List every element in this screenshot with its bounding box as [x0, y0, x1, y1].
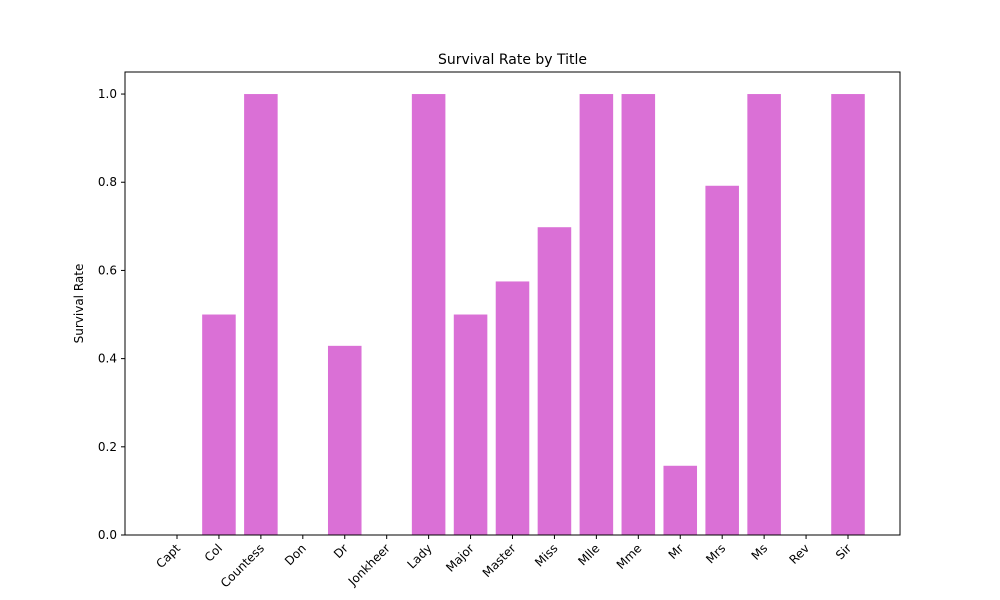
y-axis-ticks: 0.0 0.2 0.4 0.6 0.8 1.0 [98, 87, 125, 542]
bar-master [495, 281, 530, 535]
bar-countess [244, 94, 278, 536]
bar-mr [663, 465, 698, 535]
y-tick-label: 0.6 [98, 263, 117, 277]
bar-col [202, 314, 236, 535]
chart-title: Survival Rate by Title [438, 52, 587, 68]
y-axis-label: Survival Rate [72, 264, 86, 344]
bar-mrs [705, 185, 739, 535]
bars-layer [202, 94, 865, 536]
bar-sir [831, 94, 865, 536]
bar-lady [411, 94, 446, 536]
y-tick-label: 0.8 [98, 175, 117, 189]
y-tick-label: 0.2 [98, 440, 117, 454]
y-tick-label: 0.4 [98, 352, 117, 366]
bar-mme [621, 94, 656, 536]
y-tick-label: 1.0 [98, 87, 117, 101]
bar-miss [537, 227, 572, 535]
bar-major [453, 314, 488, 535]
bar-mlle [579, 94, 614, 536]
plot-frame [124, 71, 901, 536]
y-tick-label: 0.0 [98, 528, 117, 542]
bar-dr [327, 345, 362, 535]
bar-ms [747, 94, 781, 536]
